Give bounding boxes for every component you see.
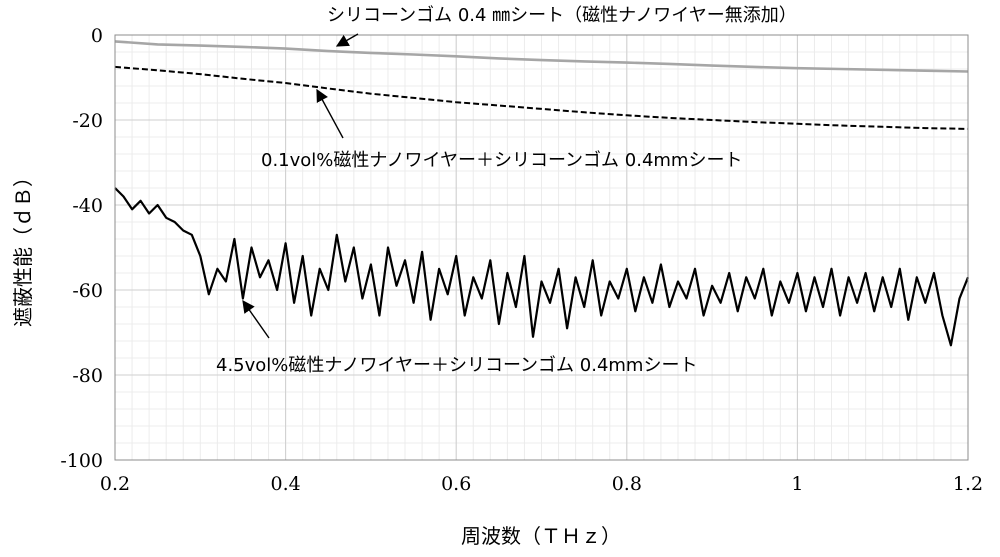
series-line-silicone-only	[114, 40, 969, 73]
x-tick-label: 1	[791, 473, 803, 495]
y-axis-label: 遮蔽性能（ｄＢ）	[11, 167, 35, 327]
x-axis-label: 周波数（ＴＨｚ）	[461, 524, 621, 548]
annotation-arrow-dashed	[316, 88, 344, 139]
tick-labels: 0.2 0.4 0.6 0.8 1 1.2 0 -20 -40 -60 -80 -100	[60, 25, 983, 495]
series-line-4.5vol	[114, 187, 970, 347]
annotation-label-bg-gray	[325, 0, 945, 28]
series-layer	[114, 40, 970, 347]
y-tick-label: 0	[91, 25, 103, 47]
series-line-0.1vol	[114, 65, 969, 130]
annotation-label-black: 4.5vol%磁性ナノワイヤー＋シリコーンゴム 0.4mmシート	[216, 355, 697, 376]
x-tick-label: 0.8	[612, 473, 642, 495]
annotation-label-gray: シリコーンゴム 0.4 ㎜シート（磁性ナノワイヤー無添加）	[327, 5, 797, 26]
annotation-arrow-black	[242, 299, 270, 339]
y-tick-label: -60	[72, 280, 103, 302]
annotation-label-dashed: 0.1vol%磁性ナノワイヤー＋シリコーンゴム 0.4mmシート	[261, 150, 742, 171]
x-tick-label: 0.6	[441, 473, 471, 495]
y-tick-label: -100	[60, 450, 103, 472]
y-tick-label: -40	[72, 195, 103, 217]
annotation-arrow-gray	[335, 33, 359, 47]
y-tick-label: -20	[72, 110, 103, 132]
x-tick-label: 0.2	[100, 473, 130, 495]
x-tick-label: 0.4	[270, 473, 300, 495]
plot-border	[114, 34, 969, 461]
y-tick-label: -80	[72, 365, 103, 387]
x-tick-label: 1.2	[953, 473, 983, 495]
